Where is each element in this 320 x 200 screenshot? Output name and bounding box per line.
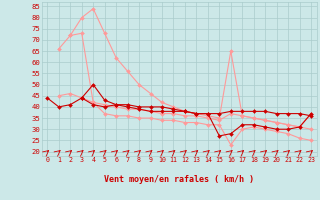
X-axis label: Vent moyen/en rafales ( km/h ): Vent moyen/en rafales ( km/h ) xyxy=(104,174,254,184)
